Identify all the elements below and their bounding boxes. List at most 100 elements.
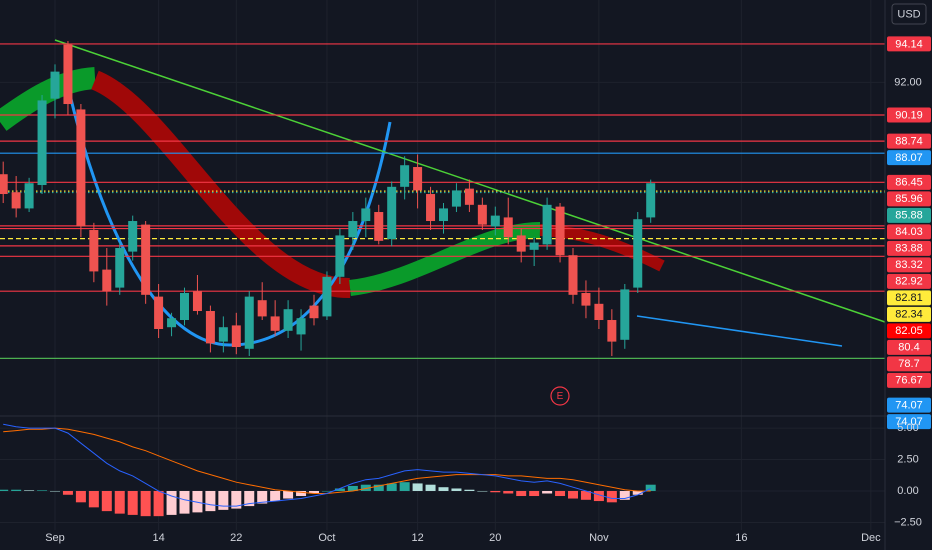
candle-body <box>620 289 630 340</box>
candle-body <box>490 215 500 227</box>
price-label-box <box>887 414 931 430</box>
price-label: 74.07 <box>895 416 923 428</box>
price-label-box <box>887 224 931 240</box>
candle-body <box>426 194 436 222</box>
candle-body <box>633 219 643 288</box>
candle-body <box>400 165 410 187</box>
histogram-bar <box>334 488 345 491</box>
price-label-box <box>887 323 931 339</box>
candle-body <box>477 204 487 225</box>
candle-body <box>335 235 345 277</box>
price-label: 94.14 <box>895 38 923 50</box>
candle-body <box>115 248 125 288</box>
histogram-bar <box>321 490 332 492</box>
candle-body <box>257 300 267 317</box>
y-tick-label: 92.00 <box>894 76 922 88</box>
price-label: 82.05 <box>895 325 923 337</box>
price-label-box <box>887 36 931 52</box>
price-label: 83.88 <box>895 243 923 255</box>
candle-body <box>322 276 332 317</box>
y-tick-label: 2.50 <box>897 453 918 465</box>
candle-body <box>37 100 47 186</box>
price-label-box <box>887 290 931 306</box>
histogram-bar <box>114 490 125 514</box>
candle-body <box>568 255 578 295</box>
candle-body <box>387 186 397 240</box>
histogram-bar <box>11 489 22 491</box>
histogram-bar <box>516 490 527 497</box>
histogram-bar <box>101 490 112 512</box>
histogram-bar <box>555 490 566 497</box>
candle-body <box>167 318 177 328</box>
price-label: 86.45 <box>895 177 923 189</box>
candle-body <box>646 183 656 218</box>
candle-body <box>542 204 552 245</box>
histogram-bar <box>477 490 488 492</box>
histogram-bar <box>412 483 423 491</box>
candle-body <box>503 217 513 238</box>
levels <box>0 43 885 359</box>
x-tick-label: 14 <box>152 532 164 544</box>
histogram-bar <box>425 484 436 491</box>
histogram-bar <box>75 490 86 503</box>
histogram-bar <box>632 490 643 495</box>
histogram-bar <box>127 490 138 515</box>
histogram-bar <box>166 490 177 515</box>
candle-body <box>413 167 423 191</box>
price-label-box <box>887 107 931 123</box>
histogram-bar <box>0 489 9 491</box>
candle-body <box>11 192 21 209</box>
candle-body <box>76 109 86 227</box>
candle-body <box>439 208 448 222</box>
candle-body <box>555 206 565 256</box>
candle-body <box>205 311 215 344</box>
candle-body <box>529 242 539 250</box>
price-label: 76.67 <box>895 375 923 387</box>
price-label-box <box>887 273 931 289</box>
y-tick-label: 5.00 <box>897 422 918 434</box>
grid <box>0 0 885 530</box>
histogram-bar <box>438 487 449 491</box>
price-label: 85.96 <box>895 193 923 205</box>
histogram-bar <box>153 490 164 517</box>
candle-body <box>283 309 293 331</box>
price-label: 85.88 <box>895 210 923 222</box>
histogram-bar <box>464 489 475 491</box>
price-label: 84.03 <box>895 226 923 238</box>
histogram-bar <box>373 484 384 491</box>
price-label: 90.19 <box>895 109 923 121</box>
candle-body <box>231 325 241 348</box>
curve <box>68 94 392 347</box>
candle-body <box>451 190 461 207</box>
price-label-box <box>887 191 931 207</box>
price-label-box <box>887 372 931 388</box>
price-label: 82.34 <box>895 309 923 321</box>
y-tick-label: 0.00 <box>897 485 918 497</box>
candle-body <box>594 303 604 321</box>
x-tick-label: 12 <box>411 532 423 544</box>
x-tick-label: Sep <box>45 532 65 544</box>
price-label-box <box>887 356 931 372</box>
histogram-bar <box>50 490 60 492</box>
earnings-badge <box>550 386 570 406</box>
histogram-bar <box>296 490 307 497</box>
histogram-bar <box>257 490 268 504</box>
y-tick-label: −2.50 <box>894 516 922 528</box>
candle-body <box>63 44 73 105</box>
candle-body <box>154 296 164 330</box>
earnings-marker[interactable]: E <box>557 391 564 402</box>
price-label-box <box>887 240 931 256</box>
x-tick-label: Nov <box>589 532 609 544</box>
histogram-bar <box>244 490 255 507</box>
candle-body <box>141 224 151 295</box>
histogram-bar <box>645 484 656 491</box>
histogram-bar <box>270 490 281 502</box>
price-label: 88.74 <box>895 136 923 148</box>
price-label: 88.07 <box>895 152 923 164</box>
candle-body <box>0 174 8 195</box>
price-label: 78.7 <box>898 358 919 370</box>
histogram-bar <box>542 490 553 494</box>
trendline <box>636 315 843 347</box>
candles <box>0 41 656 357</box>
